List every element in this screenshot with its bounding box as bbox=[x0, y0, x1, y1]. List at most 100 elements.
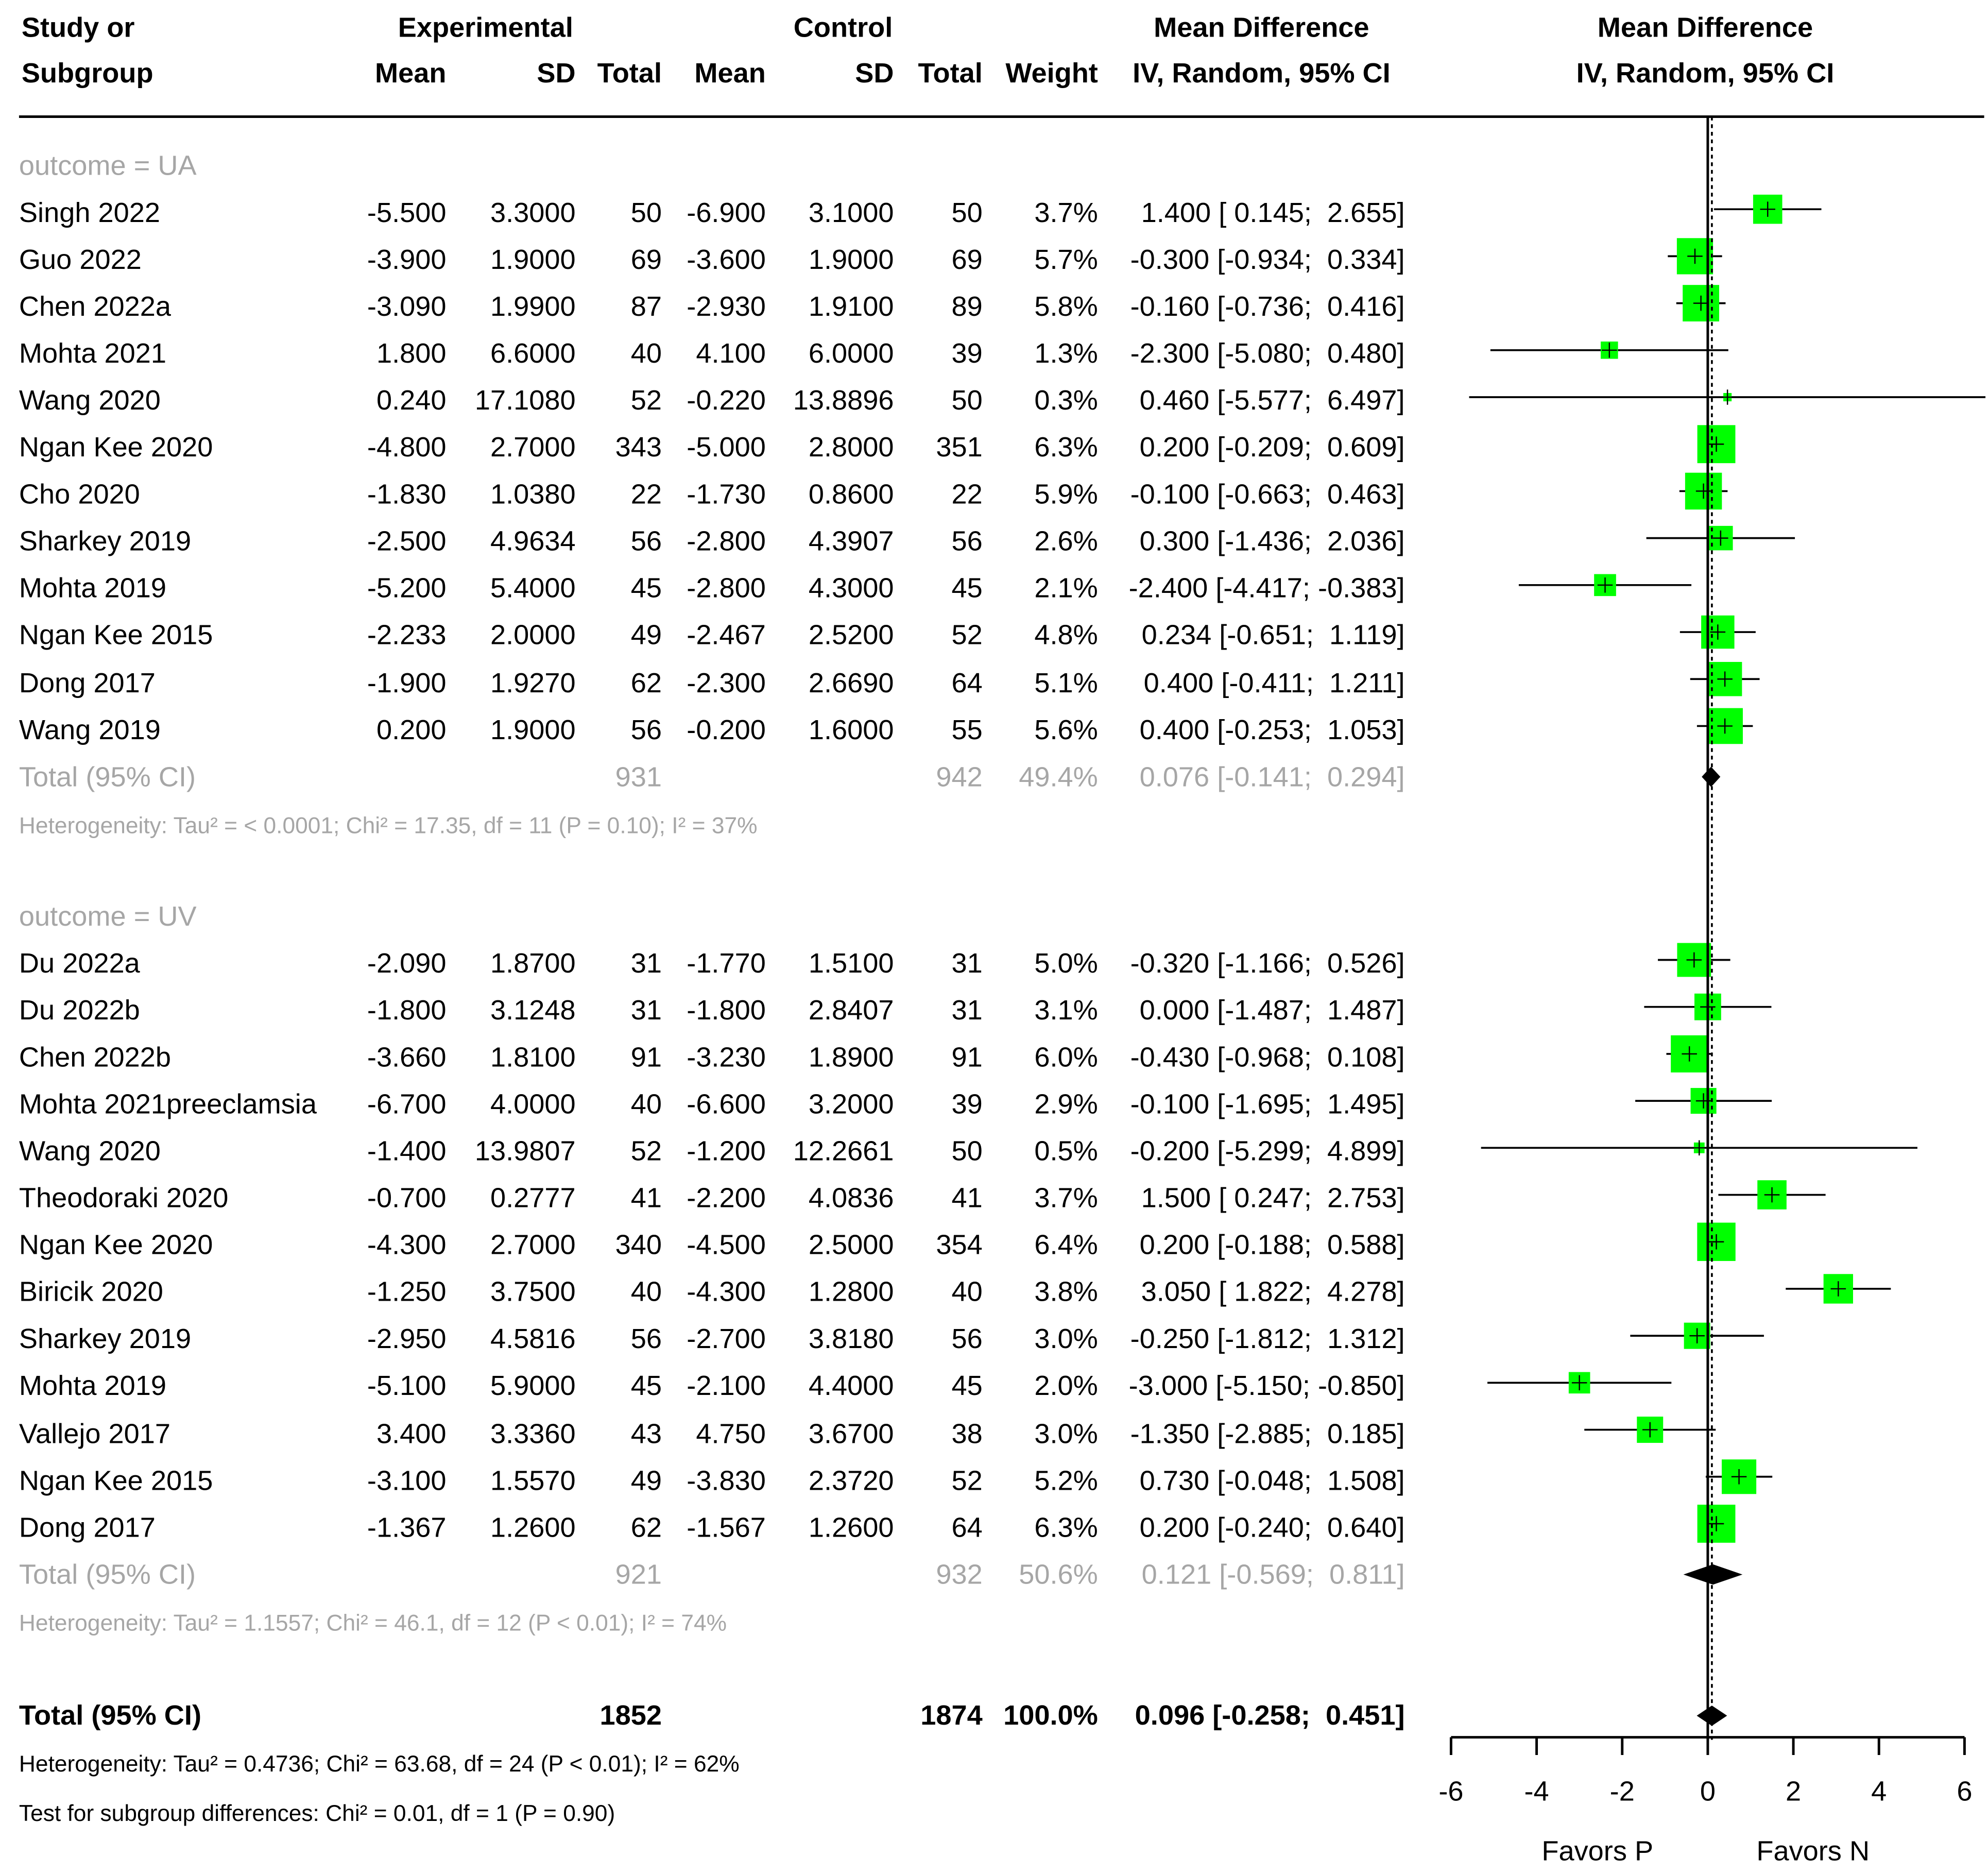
weight: 5.2% bbox=[1034, 1464, 1098, 1496]
ctrl-total: 41 bbox=[951, 1182, 983, 1214]
weight: 2.6% bbox=[1034, 525, 1098, 557]
md-ci: 0.460 [-5.577; 6.497] bbox=[1139, 384, 1405, 416]
ctrl-total: 52 bbox=[951, 619, 983, 651]
exp-total: 56 bbox=[630, 713, 662, 745]
exp-total: 41 bbox=[630, 1182, 662, 1214]
ctrl-total: 50 bbox=[951, 196, 983, 229]
ctrl-mean: -5.000 bbox=[687, 431, 766, 464]
study-name: Wang 2020 bbox=[19, 384, 161, 416]
ctrl-mean: -6.600 bbox=[687, 1088, 766, 1120]
overall-heterogeneity: Heterogeneity: Tau² = 0.4736; Chi² = 63.… bbox=[19, 1751, 740, 1777]
ctrl-total: 91 bbox=[951, 1041, 983, 1073]
exp-mean: -4.800 bbox=[367, 431, 447, 464]
x-tick-label: 6 bbox=[1957, 1775, 1973, 1807]
exp-sd: 2.7000 bbox=[490, 1229, 576, 1261]
ctrl-sd: 1.5100 bbox=[808, 947, 894, 979]
exp-total: 40 bbox=[630, 337, 662, 369]
ctrl-sd: 4.0836 bbox=[808, 1182, 894, 1214]
overall-total-ctrl-total: 1874 bbox=[920, 1699, 983, 1731]
exp-mean: -1.400 bbox=[367, 1135, 447, 1167]
ctrl-sd: 2.6690 bbox=[808, 666, 894, 699]
exp-mean: -1.367 bbox=[367, 1511, 447, 1543]
ctrl-mean: -2.800 bbox=[687, 525, 766, 557]
subgroup-total-label: Total (95% CI) bbox=[19, 760, 196, 792]
exp-sd: 6.6000 bbox=[490, 337, 576, 369]
exp-sd: 1.8700 bbox=[490, 947, 576, 979]
exp-sd: 2.0000 bbox=[490, 619, 576, 651]
exp-mean: -5.500 bbox=[367, 196, 447, 229]
exp-total: 50 bbox=[630, 196, 662, 229]
ctrl-total: 64 bbox=[951, 666, 983, 699]
x-tick-label: -6 bbox=[1438, 1775, 1464, 1807]
exp-sd: 4.5816 bbox=[490, 1323, 576, 1355]
overall-total-ci: 0.096 [-0.258; 0.451] bbox=[1135, 1699, 1405, 1731]
exp-sd: 5.4000 bbox=[490, 572, 576, 604]
weight: 2.9% bbox=[1034, 1088, 1098, 1120]
study-name: Ngan Kee 2020 bbox=[19, 1229, 213, 1261]
overall-total-label: Total (95% CI) bbox=[19, 1699, 201, 1731]
md-ci: -0.100 [-0.663; 0.463] bbox=[1130, 478, 1405, 510]
exp-sd: 1.0380 bbox=[490, 478, 576, 510]
weight: 3.0% bbox=[1034, 1323, 1098, 1355]
exp-mean: -3.660 bbox=[367, 1041, 447, 1073]
study-name: Sharkey 2019 bbox=[19, 525, 192, 557]
ctrl-mean: -6.900 bbox=[687, 196, 766, 229]
ctrl-total: 52 bbox=[951, 1464, 983, 1496]
header-experimental: Experimental bbox=[398, 11, 573, 43]
ctrl-total: 354 bbox=[936, 1229, 983, 1261]
header-md-title: Mean Difference bbox=[1154, 11, 1369, 43]
subgroup-total-label: Total (95% CI) bbox=[19, 1558, 196, 1590]
subgroup-label: outcome = UA bbox=[19, 149, 197, 182]
ctrl-total: 45 bbox=[951, 1370, 983, 1402]
exp-total: 40 bbox=[630, 1276, 662, 1308]
exp-mean: -2.090 bbox=[367, 947, 447, 979]
ctrl-mean: -2.467 bbox=[687, 619, 766, 651]
ctrl-total: 56 bbox=[951, 1323, 983, 1355]
ctrl-sd: 13.8896 bbox=[793, 384, 894, 416]
exp-mean: 0.240 bbox=[376, 384, 447, 416]
weight: 3.0% bbox=[1034, 1417, 1098, 1449]
ctrl-sd: 2.5000 bbox=[808, 1229, 894, 1261]
ctrl-mean: -2.930 bbox=[687, 290, 766, 322]
exp-total: 56 bbox=[630, 525, 662, 557]
exp-mean: -1.830 bbox=[367, 478, 447, 510]
subgroup-total-ci: 0.121 [-0.569; 0.811] bbox=[1141, 1558, 1405, 1590]
ctrl-mean: 4.750 bbox=[696, 1417, 766, 1449]
study-name: Vallejo 2017 bbox=[19, 1417, 171, 1449]
weight: 5.7% bbox=[1034, 243, 1098, 276]
ctrl-mean: -2.700 bbox=[687, 1323, 766, 1355]
exp-mean: 1.800 bbox=[376, 337, 447, 369]
ctrl-total: 39 bbox=[951, 1088, 983, 1120]
weight: 3.1% bbox=[1034, 994, 1098, 1026]
ctrl-sd: 3.6700 bbox=[808, 1417, 894, 1449]
x-tick-label: -4 bbox=[1524, 1775, 1549, 1807]
md-ci: -0.430 [-0.968; 0.108] bbox=[1130, 1041, 1405, 1073]
exp-sd: 5.9000 bbox=[490, 1370, 576, 1402]
overall-total-weight: 100.0% bbox=[1003, 1699, 1098, 1731]
ctrl-sd: 1.2600 bbox=[808, 1511, 894, 1543]
exp-mean: -4.300 bbox=[367, 1229, 447, 1261]
ctrl-total: 50 bbox=[951, 384, 983, 416]
ctrl-sd: 1.6000 bbox=[808, 713, 894, 745]
header-ctrl-mean: Mean bbox=[694, 57, 766, 89]
ctrl-mean: -2.100 bbox=[687, 1370, 766, 1402]
md-ci: 0.730 [-0.048; 1.508] bbox=[1139, 1464, 1405, 1496]
header-plot-title: Mean Difference bbox=[1597, 11, 1813, 43]
exp-total: 87 bbox=[630, 290, 662, 322]
exp-sd: 3.1248 bbox=[490, 994, 576, 1026]
ctrl-mean: -1.730 bbox=[687, 478, 766, 510]
subgroup-heterogeneity: Heterogeneity: Tau² = < 0.0001; Chi² = 1… bbox=[19, 812, 758, 838]
exp-sd: 1.8100 bbox=[490, 1041, 576, 1073]
study-name: Theodoraki 2020 bbox=[19, 1182, 229, 1214]
exp-mean: -3.100 bbox=[367, 1464, 447, 1496]
weight: 6.3% bbox=[1034, 431, 1098, 464]
md-ci: 0.200 [-0.188; 0.588] bbox=[1139, 1229, 1405, 1261]
exp-sd: 17.1080 bbox=[474, 384, 576, 416]
exp-mean: -2.233 bbox=[367, 619, 447, 651]
exp-total: 45 bbox=[630, 1370, 662, 1402]
weight: 1.3% bbox=[1034, 337, 1098, 369]
weight: 5.0% bbox=[1034, 947, 1098, 979]
subgroup-total-weight: 49.4% bbox=[1019, 760, 1098, 792]
ctrl-mean: 4.100 bbox=[696, 337, 766, 369]
